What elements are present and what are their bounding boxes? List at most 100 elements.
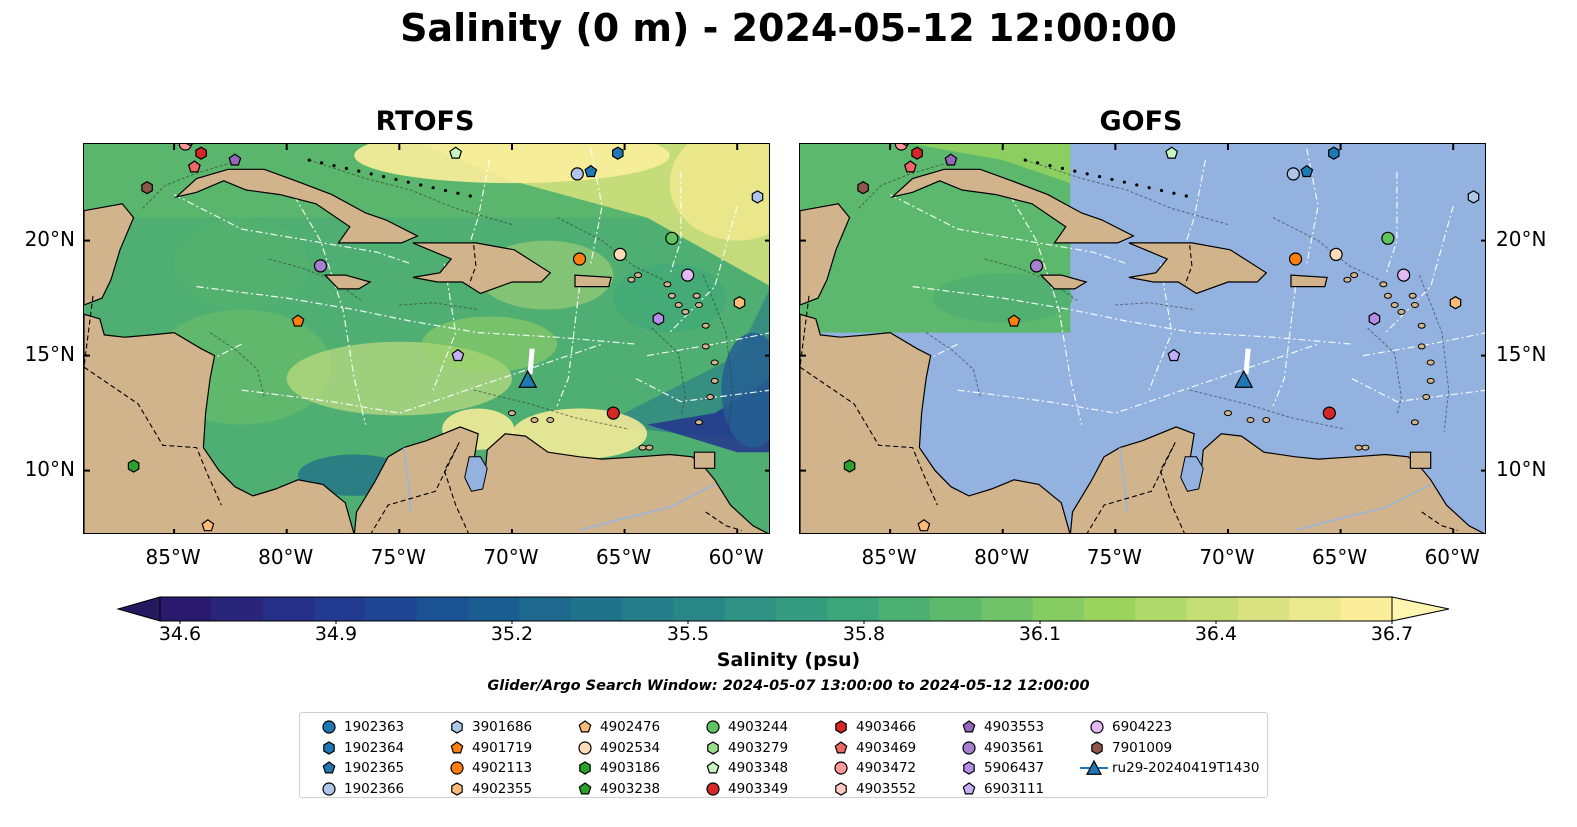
colorbar-tick-3: 35.5	[666, 623, 710, 645]
legend-marker-1902363	[322, 720, 336, 734]
legend-marker-4902476	[578, 720, 592, 733]
island-18	[1397, 308, 1406, 315]
bahamas-cay-0	[307, 158, 311, 162]
bahamas-cay-2	[1048, 164, 1052, 168]
country-border-4	[1184, 245, 1193, 285]
island-17	[667, 292, 676, 299]
colorbar-segment-5	[416, 597, 469, 621]
eez-boundary-0	[173, 194, 411, 265]
bahamas-cay-0	[1023, 158, 1027, 162]
float-4902476	[201, 519, 215, 532]
bahamas-cay-6	[1097, 175, 1102, 179]
float-4903349	[1322, 406, 1336, 420]
lat-label-right-2: 20°N	[1496, 226, 1547, 251]
eez-boundary-8	[1148, 263, 1173, 391]
lon-label-gofs-2: 75°W	[1086, 545, 1142, 569]
legend-label: 6903111	[984, 780, 1045, 797]
map-rtofs[interactable]	[83, 143, 770, 534]
float-4903244	[1381, 231, 1395, 245]
eez-boundary-4	[466, 159, 490, 253]
bahamas-cay-5	[369, 172, 373, 176]
colorbar-segment-12	[776, 597, 828, 621]
lon-label-rtofs-3: 70°W	[483, 545, 539, 569]
island-9	[1361, 444, 1370, 451]
eez-boundary-10	[646, 332, 769, 357]
float-4903349	[606, 406, 620, 420]
legend-marker-4903466	[835, 720, 847, 734]
island-13	[1223, 410, 1232, 417]
bahamas-cay-11	[443, 188, 448, 193]
eez-boundary-2	[957, 343, 1319, 414]
colorbar-tick-5: 36.1	[1018, 623, 1062, 645]
lon-label-gofs-1: 80°W	[974, 545, 1030, 569]
lat-label-left-1: 15°N	[24, 341, 75, 366]
country-border-2	[1159, 440, 1185, 533]
island-10	[1354, 444, 1363, 451]
legend-label: 3901686	[472, 719, 533, 735]
bahamas-cay-4	[357, 169, 361, 173]
bahamas-cay-7	[1110, 177, 1114, 182]
bathymetry-contour-6	[309, 159, 513, 225]
float-4903466	[195, 146, 207, 160]
island-12	[546, 417, 555, 423]
bathymetry-contour-4	[473, 389, 630, 430]
legend-label: 4902113	[472, 760, 533, 776]
bahamas-cay-12	[1172, 191, 1176, 195]
legend-label: 4902476	[600, 719, 661, 735]
lake-maracaibo	[1180, 456, 1204, 492]
eez-boundary-13	[635, 378, 769, 403]
colorbar-segment-17	[1032, 597, 1085, 621]
eez-boundary-7	[1385, 205, 1454, 334]
bathymetry-contour-5	[1367, 327, 1402, 416]
legend-marker-4903279	[707, 740, 719, 755]
island-12	[1262, 417, 1271, 423]
colorbar-segment-9	[622, 597, 674, 621]
lat-label-left-0: 10°N	[24, 456, 75, 481]
lon-label-rtofs-4: 65°W	[595, 545, 652, 569]
bathymetry-contour-5	[651, 327, 686, 416]
colorbar-segment-19	[1135, 597, 1188, 621]
panel-title-gofs: GOFS	[1099, 106, 1183, 137]
bahamas-cay-5	[1085, 172, 1089, 176]
island-1	[1408, 292, 1417, 299]
island-5	[710, 359, 719, 366]
legend-marker-4903238	[578, 781, 592, 794]
lat-label-right-0: 10°N	[1496, 456, 1547, 481]
eez-boundary-1	[196, 286, 636, 345]
legend-label: 4901719	[472, 739, 533, 756]
legend-marker-4903349	[706, 781, 720, 796]
colorbar-label: Salinity (psu)	[716, 649, 861, 671]
colorbar-segment-10	[673, 597, 726, 621]
map-gofs[interactable]	[799, 143, 1486, 534]
land-trinidad	[693, 451, 716, 469]
island-5	[1426, 359, 1435, 366]
bahamas-cay-8	[406, 180, 410, 184]
legend: 1902363 1902364 1902365 1902366 3901686 49017…	[299, 712, 1268, 798]
legend-label: 4903349	[728, 780, 789, 797]
glider-track	[527, 348, 535, 375]
lon-label-rtofs-2: 75°W	[370, 545, 426, 569]
island-13	[507, 410, 516, 417]
legend-label: 1902365	[344, 760, 405, 776]
float-4902355	[733, 296, 746, 310]
legend-label: 4902534	[600, 739, 661, 756]
colorbar-segment-1	[211, 597, 264, 621]
legend-marker-4901719	[450, 740, 464, 753]
river-magdalena	[403, 447, 412, 513]
legend-label: 4903186	[600, 760, 661, 776]
island-4	[701, 343, 710, 350]
legend-marker-1902366	[322, 781, 336, 796]
bahamas-cay-11	[1159, 188, 1164, 193]
float-4903186	[127, 459, 140, 473]
island-15	[634, 272, 643, 279]
legend-marker-7901009	[1091, 740, 1103, 755]
salinity-patch-2	[421, 316, 558, 372]
island-17	[1383, 292, 1392, 299]
colorbar-tick-4: 35.8	[842, 623, 886, 645]
float-4903469	[187, 160, 201, 173]
float-4903469	[903, 160, 917, 173]
country-border-3	[705, 511, 742, 531]
bahamas-cay-6	[381, 175, 386, 179]
float-5906437	[652, 312, 665, 326]
eez-boundary-7	[669, 205, 738, 334]
